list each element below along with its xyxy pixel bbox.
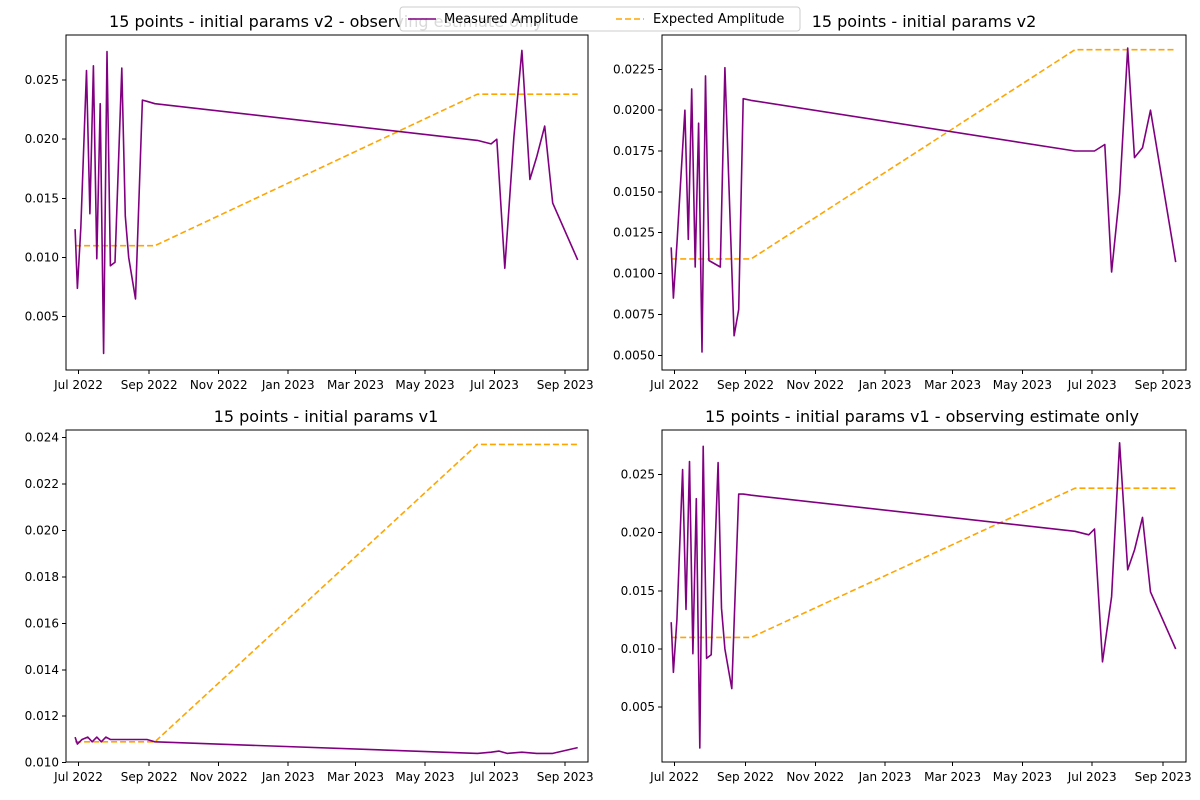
x-tick-label: May 2023 [395, 770, 454, 784]
x-tick-label: Jul 2022 [649, 378, 699, 392]
y-tick-label: 0.020 [25, 523, 59, 537]
legend-label-measured: Measured Amplitude [444, 12, 578, 27]
x-tick-label: Sep 2022 [717, 770, 774, 784]
x-tick-label: Jul 2022 [53, 378, 103, 392]
figure-legend: Measured Amplitude Expected Amplitude [399, 6, 801, 32]
y-tick-label: 0.014 [25, 663, 59, 677]
axes-frame [661, 429, 1187, 763]
y-tick-label: 0.016 [25, 616, 59, 630]
x-tick-label: Jan 2023 [858, 770, 912, 784]
x-tick-label: Mar 2023 [924, 770, 981, 784]
x-tick-label: May 2023 [395, 378, 454, 392]
axes-frame [65, 429, 589, 763]
plot-area [670, 441, 1177, 749]
chart-title: 15 points - initial params v1 [214, 407, 439, 426]
y-tick-label: 0.022 [25, 477, 59, 491]
plot-area [74, 443, 578, 755]
y-tick-label: 0.005 [25, 310, 59, 324]
y-tick-label: 0.0175 [613, 144, 655, 158]
y-tick-label: 0.0225 [613, 62, 655, 76]
chart-panel-1: 0.005 0.010 0.015 0.020 0.025 Jul 2022 Sep 202… [25, 12, 594, 392]
chart-panel-2: 0.0050 0.0075 0.0100 0.0125 0.0150 0.0175 0.02… [613, 12, 1192, 392]
y-tick-label: 0.0100 [613, 267, 655, 281]
y-tick-label: 0.020 [25, 132, 59, 146]
x-tick-label: Nov 2022 [190, 378, 248, 392]
x-tick-label: Jul 2023 [1067, 378, 1117, 392]
y-tick-label: 0.015 [25, 191, 59, 205]
x-tick-label: Mar 2023 [924, 378, 981, 392]
y-tick-label: 0.012 [25, 709, 59, 723]
x-tick-label: Jan 2023 [261, 378, 315, 392]
x-tick-label: May 2023 [993, 378, 1052, 392]
plot-area [670, 47, 1177, 353]
chart-panel-4: 0.005 0.010 0.015 0.020 0.025 Jul 2022 Sep 202… [621, 407, 1192, 784]
series-line-measured [74, 736, 578, 755]
y-tick-label: 0.010 [25, 251, 59, 265]
x-tick-label: Sep 2023 [537, 378, 594, 392]
y-tick-label: 0.020 [621, 526, 655, 540]
x-tick-label: Sep 2023 [1135, 770, 1192, 784]
y-tick-label: 0.005 [621, 700, 655, 714]
x-tick-label: Sep 2022 [121, 770, 178, 784]
legend-label-expected: Expected Amplitude [653, 12, 784, 27]
chart-title: 15 points - initial params v2 [812, 12, 1037, 31]
x-tick-label: Jul 2023 [469, 770, 519, 784]
y-tick-label: 0.010 [25, 756, 59, 770]
y-tick-label: 0.015 [621, 584, 655, 598]
series-line-measured [670, 47, 1177, 353]
y-tick-label: 0.024 [25, 430, 59, 444]
x-tick-label: Sep 2022 [121, 378, 178, 392]
y-tick-label: 0.0075 [613, 307, 655, 321]
legend-frame [399, 6, 801, 32]
y-tick-label: 0.025 [25, 73, 59, 87]
x-tick-label: Nov 2022 [786, 378, 844, 392]
plot-area [74, 49, 579, 355]
x-tick-label: Sep 2022 [717, 378, 774, 392]
y-tick-label: 0.010 [621, 642, 655, 656]
y-tick-label: 0.0050 [613, 348, 655, 362]
x-tick-label: Mar 2023 [327, 770, 384, 784]
x-tick-label: Jul 2022 [649, 770, 699, 784]
x-tick-label: Mar 2023 [327, 378, 384, 392]
y-tick-label: 0.018 [25, 570, 59, 584]
x-tick-label: Jan 2023 [858, 378, 912, 392]
x-tick-label: May 2023 [993, 770, 1052, 784]
x-tick-label: Sep 2023 [537, 770, 594, 784]
series-line-measured [670, 441, 1177, 749]
y-tick-label: 0.025 [621, 467, 655, 481]
y-tick-label: 0.0125 [613, 226, 655, 240]
y-tick-label: 0.0200 [613, 103, 655, 117]
x-tick-label: Nov 2022 [190, 770, 248, 784]
chart-title: 15 points - initial params v1 - observin… [705, 407, 1139, 426]
axes-frame [65, 34, 589, 371]
series-line-measured [74, 49, 579, 355]
series-line-expected [671, 48, 1176, 260]
x-tick-label: Sep 2023 [1135, 378, 1192, 392]
chart-panel-3: 0.010 0.012 0.014 0.016 0.018 0.020 0.022 0.024… [25, 407, 594, 784]
x-tick-label: Jan 2023 [261, 770, 315, 784]
x-tick-label: Nov 2022 [786, 770, 844, 784]
y-tick-label: 0.0150 [613, 185, 655, 199]
x-tick-label: Jul 2023 [469, 378, 519, 392]
x-tick-label: Jul 2022 [53, 770, 103, 784]
series-line-expected [75, 443, 578, 743]
x-tick-label: Jul 2023 [1067, 770, 1117, 784]
axes-frame [661, 34, 1187, 371]
